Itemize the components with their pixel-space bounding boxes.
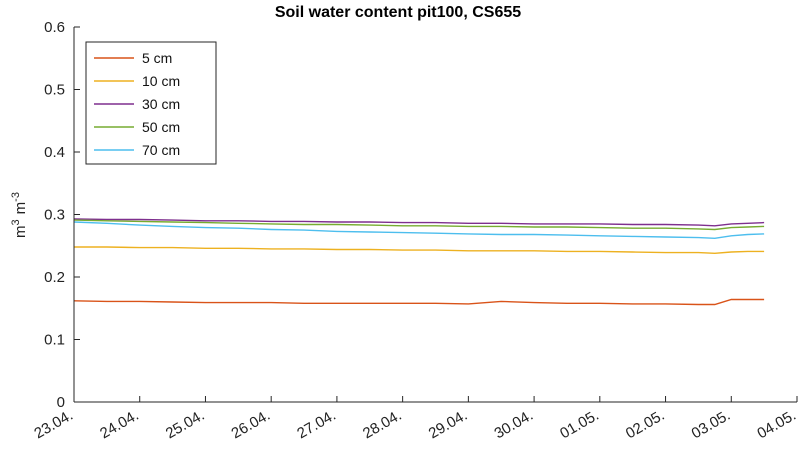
x-tick-label: 24.04. (97, 407, 142, 443)
y-tick-label: 0.6 (44, 19, 65, 36)
x-tick-label: 29.04. (426, 407, 471, 443)
x-tick-label: 03.05. (689, 407, 734, 443)
series-line-2 (74, 246, 765, 255)
legend-label-2: 10 cm (142, 73, 180, 89)
x-tick-label: 25.04. (163, 407, 208, 443)
x-tick-label: 02.05. (623, 407, 668, 443)
series-line-1 (73, 298, 765, 306)
y-label-base-1: m (12, 225, 29, 238)
x-tick-label: 27.04. (294, 407, 339, 443)
legend-label-4: 50 cm (142, 119, 180, 135)
y-tick-label: 0 (57, 394, 65, 411)
series-line-4 (73, 219, 765, 231)
y-tick-label: 0.2 (44, 269, 65, 286)
legend-label-1: 5 cm (142, 50, 172, 66)
chart-title: Soil water content pit100, CS655 (275, 4, 521, 21)
legend-box (85, 41, 217, 165)
y-tick-label: 0.3 (44, 207, 65, 224)
x-tick-label: 01.05. (557, 407, 602, 443)
x-tick-label: 04.05. (754, 407, 799, 443)
legend-label-3: 30 cm (142, 96, 180, 112)
x-tick-label: 30.04. (491, 407, 536, 443)
series-line-3 (73, 218, 765, 227)
x-tick-label: 28.04. (360, 407, 405, 443)
series-line-5 (73, 221, 765, 240)
y-tick-label: 0.5 (44, 82, 65, 99)
x-tick-label: 26.04. (229, 407, 274, 443)
y-tick-label: 0.4 (44, 144, 65, 161)
plot-area (73, 218, 765, 306)
y-label-exp-1: 3 (10, 219, 22, 225)
y-label-base-2: m (12, 202, 29, 215)
legend-label-5: 70 cm (142, 142, 180, 158)
y-tick-label: 0.1 (44, 332, 65, 349)
y-label-exp-2: -3 (10, 192, 22, 202)
y-axis-label: m3m-3 (10, 192, 29, 238)
legend: 5 cm 10 cm 30 cm 50 cm 70 cm (85, 41, 217, 165)
x-tick-label: 23.04. (31, 407, 76, 443)
